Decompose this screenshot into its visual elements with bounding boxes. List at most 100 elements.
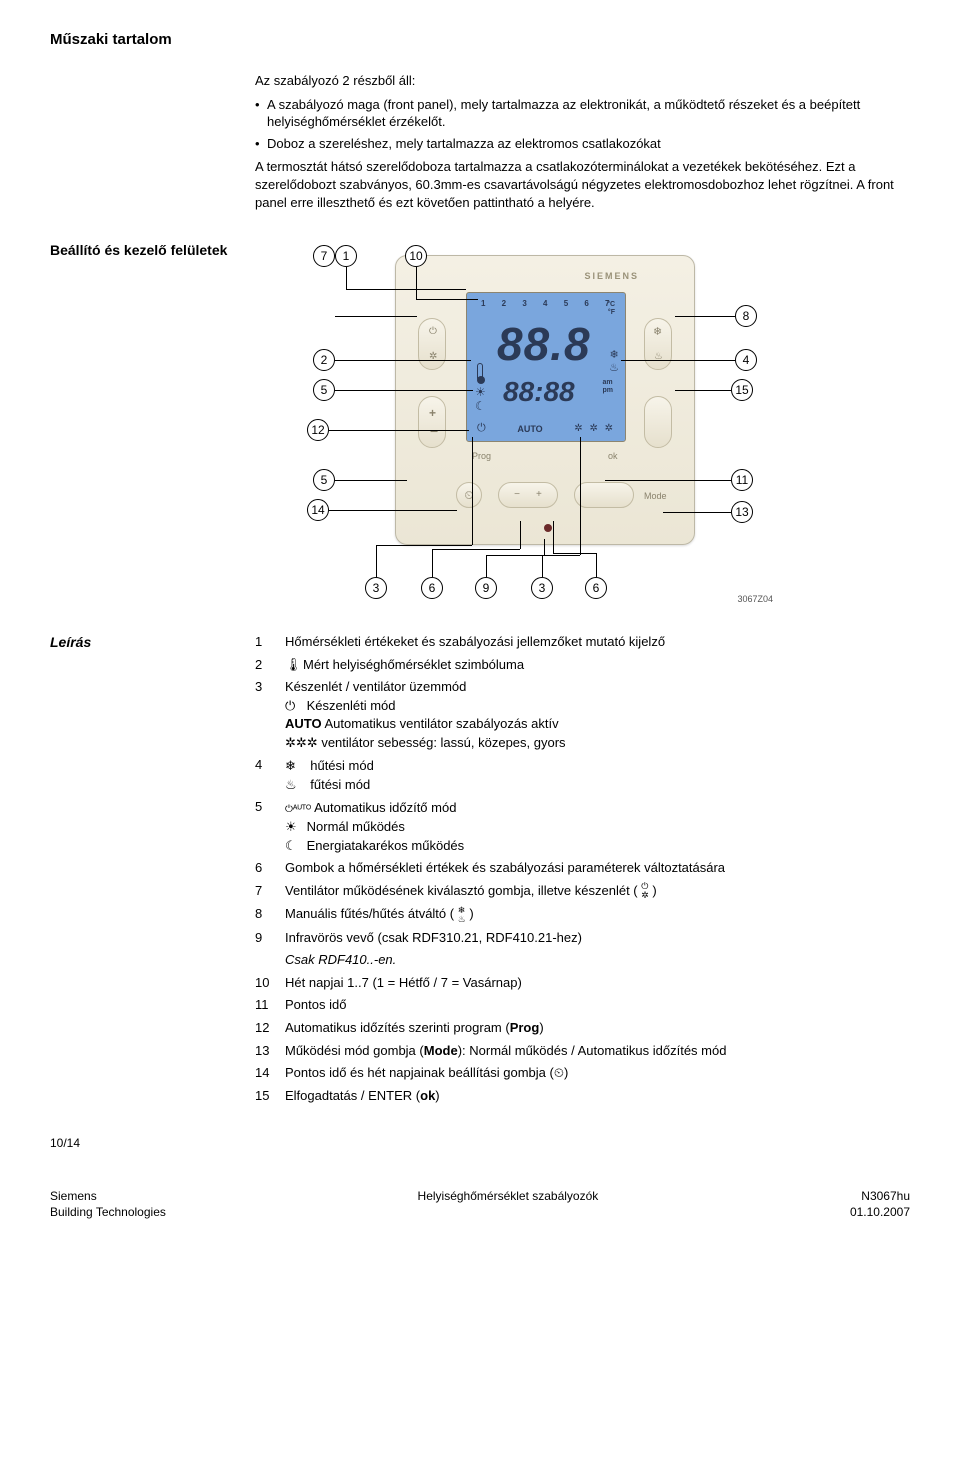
lead-line [416, 267, 417, 299]
callout-4: 4 [735, 349, 757, 371]
legend-text: Infravörös vevő (csak RDF310.21, RDF410.… [285, 929, 910, 947]
legend-num: 5 [255, 798, 285, 854]
legend-num: 8 [255, 905, 285, 924]
callout-7: 7 [313, 245, 335, 267]
legend-item: 1 Hőmérsékleti értékeket és szabályozási… [255, 633, 910, 651]
legend-num: 2 [255, 656, 285, 674]
power-icon: ⏻ [477, 421, 486, 436]
lead-line [472, 437, 473, 545]
legend-item: 14 Pontos idő és hét napjainak beállítás… [255, 1064, 910, 1082]
lcd-unit-cf: °C°F [607, 301, 615, 317]
legend-list: 1 Hőmérsékleti értékeket és szabályozási… [255, 633, 910, 1109]
legend-text: Hét napjai 1..7 (1 = Hétfő / 7 = Vasárna… [285, 974, 910, 992]
lead-line [335, 360, 471, 361]
ok-label: ok [608, 450, 618, 462]
lead-line [335, 390, 473, 391]
legend-num: 15 [255, 1087, 285, 1105]
heat-cool-button[interactable]: ❄ ♨ [644, 318, 672, 370]
legend-side-label: Leírás [50, 633, 255, 1109]
plus-icon: + [429, 405, 436, 421]
callout-8: 8 [735, 305, 757, 327]
legend-item: 11 Pontos idő [255, 996, 910, 1014]
fan-icon: ✲✲✲ [285, 734, 318, 752]
lead-line [486, 555, 544, 556]
callout-9: 9 [475, 577, 497, 599]
legend-item: 15 Elfogadtatás / ENTER (ok) [255, 1087, 910, 1105]
lead-line [663, 512, 731, 513]
legend-text: ❄ hűtési mód ♨ fűtési mód [285, 756, 910, 793]
legend-item: 2 🌡Mért helyiséghőmérséklet szimbóluma [255, 656, 910, 674]
lcd-ampm: ampm [603, 379, 614, 395]
cool-icon: ❄ [285, 757, 303, 775]
intro-block: Az szabályozó 2 részből áll: A szabályoz… [255, 72, 910, 211]
callout-12: 12 [307, 419, 329, 441]
legend-num: 4 [255, 756, 285, 793]
legend-num: 10 [255, 974, 285, 992]
legend-text: Készenlét / ventilátor üzemmód ⏻ Készenl… [285, 678, 910, 751]
legend-num: 9 [255, 929, 285, 947]
lead-line [346, 289, 466, 290]
callout-2: 2 [313, 349, 335, 371]
lcd-day-numbers: 1 2 3 4 5 6 7 [481, 299, 616, 310]
mode-button[interactable] [574, 482, 634, 508]
legend-text: Pontos idő és hét napjainak beállítási g… [285, 1064, 910, 1082]
legend-text: Hőmérsékleti értékeket és szabályozási j… [285, 633, 910, 651]
clock-button[interactable]: ⏲ [456, 482, 482, 508]
ok-enter-button[interactable] [644, 396, 672, 448]
intro-paragraph: A termosztát hátsó szerelődoboza tartalm… [255, 158, 910, 211]
legend-text: ⏻ᴬᵁᵀᴼ Automatikus időzítő mód ☀ Normál m… [285, 798, 910, 854]
power-icon: ⏻ [285, 697, 303, 715]
lead-line [544, 539, 545, 555]
lead-line [542, 555, 580, 556]
callout-6b: 6 [585, 577, 607, 599]
minus-plus-button[interactable]: −+ [498, 482, 558, 508]
lead-line [335, 480, 407, 481]
plus-minus-button[interactable]: + − [418, 396, 446, 448]
footer-division: Building Technologies [50, 1205, 166, 1221]
callout-3b: 3 [531, 577, 553, 599]
callout-11: 11 [731, 469, 753, 491]
legend-item: 9 Infravörös vevő (csak RDF310.21, RDF41… [255, 929, 910, 947]
legend-num: 3 [255, 678, 285, 751]
legend-item: 8 Manuális fűtés/hűtés átváltó ( ❄♨ ) [255, 905, 910, 924]
legend-text: Csak RDF410..-en. [285, 951, 910, 969]
sun-icon: ☀ [285, 818, 303, 836]
legend-item: 12 Automatikus időzítés szerinti program… [255, 1019, 910, 1037]
thermometer-icon [477, 363, 483, 381]
lead-line [335, 316, 417, 317]
legend-item: 3 Készenlét / ventilátor üzemmód ⏻ Késze… [255, 678, 910, 751]
lead-line [520, 521, 521, 549]
intro-lead: Az szabályozó 2 részből áll: [255, 72, 910, 90]
lcd-temperature: 88.8 [497, 313, 591, 375]
legend-item: 6 Gombok a hőmérsékleti értékek és szabá… [255, 859, 910, 877]
lead-line [553, 553, 596, 554]
lead-line [580, 437, 581, 555]
diagram-side-label: Beállító és kezelő felületek [50, 241, 255, 621]
lead-line [621, 360, 735, 361]
lead-line [329, 430, 469, 431]
page-title: Műszaki tartalom [50, 30, 910, 50]
lcd-display: 1 2 3 4 5 6 7 °C°F 88.8 88:88 ampm ☀☾ ❄♨… [466, 292, 626, 442]
footer-company: Siemens [50, 1189, 166, 1205]
lead-line [675, 390, 731, 391]
footer-date: 01.10.2007 [850, 1205, 910, 1221]
device-diagram: SIEMENS 1 2 3 4 5 6 7 °C°F 88.8 88:88 am… [265, 245, 825, 615]
legend-num: 6 [255, 859, 285, 877]
ir-receiver-icon [544, 524, 552, 532]
legend-item: 4 ❄ hűtési mód ♨ fűtési mód [255, 756, 910, 793]
callout-5b: 5 [313, 469, 335, 491]
lead-line [553, 521, 554, 553]
lead-line [376, 545, 472, 546]
thermometer-icon: 🌡 [285, 656, 303, 674]
callout-10: 10 [405, 245, 427, 267]
fan-standby-button[interactable]: ⏻ ✲ [418, 318, 446, 370]
legend-text: 🌡Mért helyiséghőmérséklet szimbóluma [285, 656, 910, 674]
legend-text: Elfogadtatás / ENTER (ok) [285, 1087, 910, 1105]
page-footer: Siemens Building Technologies Helyiséghő… [50, 1185, 910, 1220]
legend-num: 14 [255, 1064, 285, 1082]
legend-text: Automatikus időzítés szerinti program (P… [285, 1019, 910, 1037]
callout-3: 3 [365, 577, 387, 599]
figure-id: 3067Z04 [737, 593, 773, 605]
legend-item: 10 Hét napjai 1..7 (1 = Hétfő / 7 = Vasá… [255, 974, 910, 992]
legend-text: Ventilátor működésének kiválasztó gombja… [285, 882, 910, 901]
